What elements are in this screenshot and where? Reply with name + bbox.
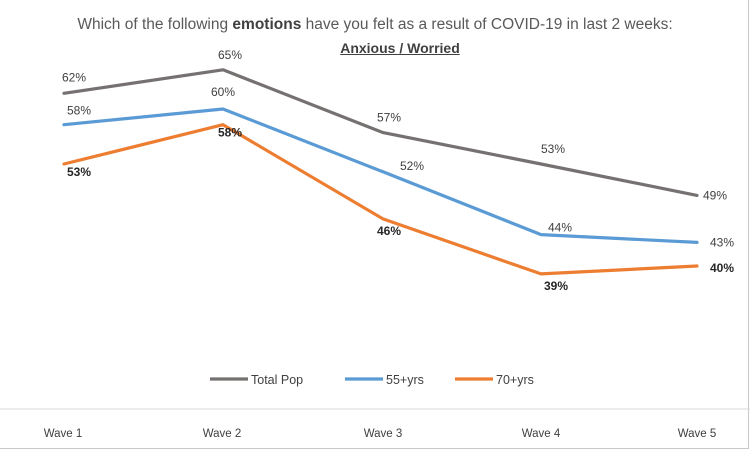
data-label: 58%: [67, 104, 91, 118]
x-tick-label: Wave 4: [522, 428, 561, 440]
data-label: 40%: [710, 261, 734, 275]
title-prefix: Which of the following: [77, 16, 233, 33]
x-tick-label: Wave 3: [364, 428, 403, 440]
legend-entry: Total Pop: [251, 373, 303, 387]
series-lines: [62, 68, 699, 276]
data-label: 57%: [377, 111, 401, 125]
data-label: 53%: [67, 165, 91, 179]
data-label: 53%: [541, 142, 565, 156]
data-label: 43%: [710, 235, 734, 249]
data-label: 49%: [703, 188, 727, 202]
series-line-55-yrs: [62, 107, 699, 244]
data-label: 58%: [218, 126, 242, 140]
legend-entry: 70+yrs: [496, 373, 534, 387]
legend: Total Pop 55+yrs 70+yrs: [210, 373, 534, 387]
data-label: 65%: [218, 48, 242, 62]
chart-title: Which of the following emotions have you…: [0, 16, 750, 34]
data-label: 60%: [211, 85, 235, 99]
data-label: 39%: [544, 279, 568, 293]
x-tick-label: Wave 2: [203, 428, 242, 440]
series-line-70-yrs: [62, 123, 699, 276]
data-label: 52%: [400, 159, 424, 173]
data-label: 44%: [548, 221, 572, 235]
legend-entry: 55+yrs: [386, 373, 424, 387]
title-suffix: have you felt as a result of COVID-19 in…: [301, 16, 673, 33]
data-label: 46%: [377, 224, 401, 238]
data-label: 62%: [62, 70, 86, 84]
data-labels: 62% 65% 57% 53% 49% 58% 60% 52% 44% 43% 53% 58% 46% 3…: [62, 48, 734, 293]
title-emphasis: emotions: [232, 16, 302, 33]
chart-subtitle: Anxious / Worried: [340, 40, 460, 56]
x-axis-labels: Wave 1 Wave 2 Wave 3 Wave 4 Wave 5: [44, 428, 717, 440]
series-line-total-pop: [62, 68, 699, 197]
x-tick-label: Wave 5: [678, 428, 717, 440]
x-tick-label: Wave 1: [44, 428, 83, 440]
